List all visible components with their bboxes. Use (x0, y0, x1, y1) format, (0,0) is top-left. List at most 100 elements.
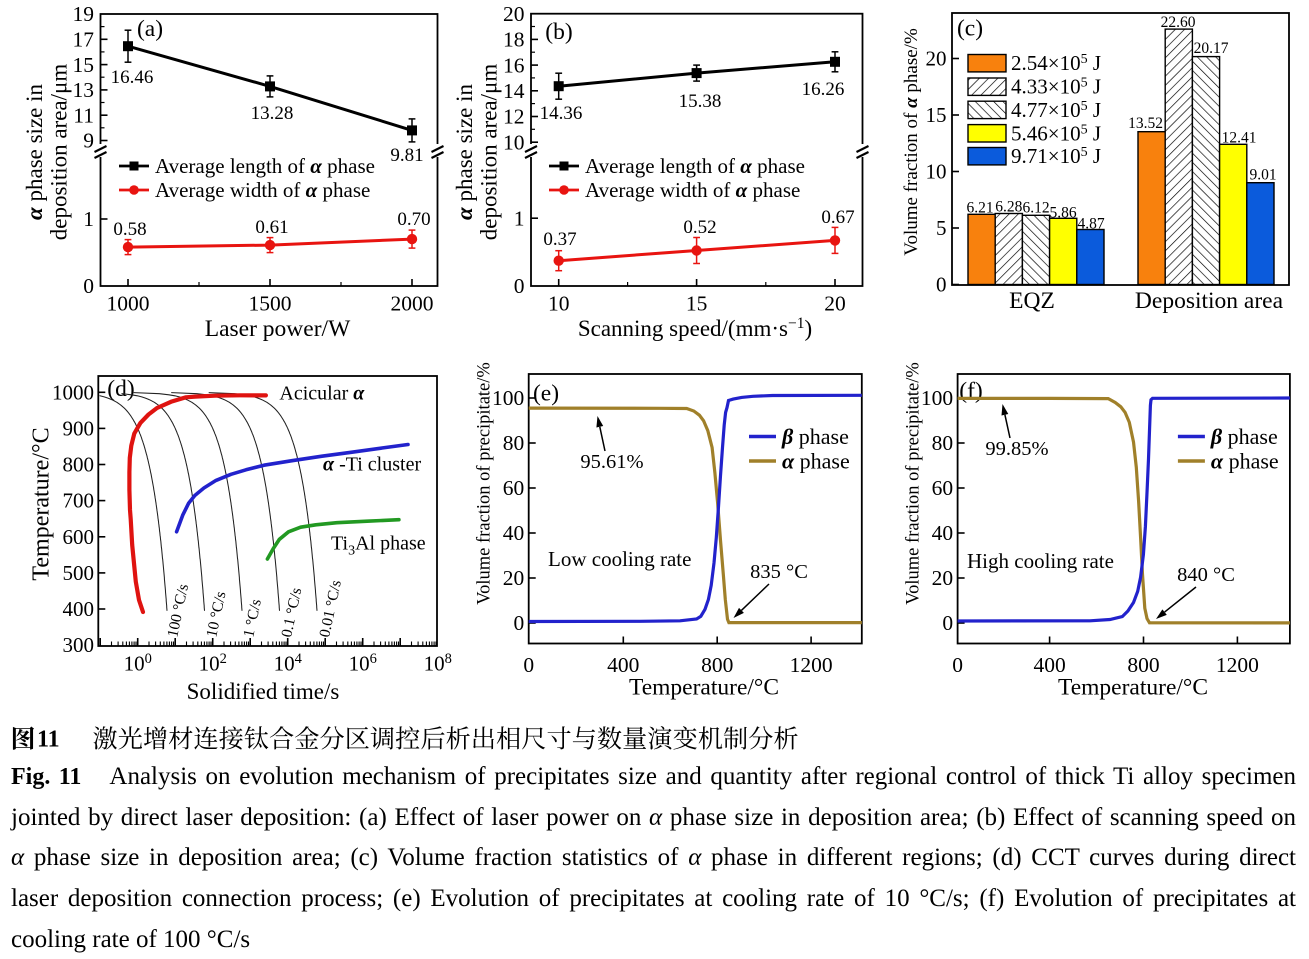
svg-text:0.37: 0.37 (543, 229, 576, 250)
svg-text:0.67: 0.67 (821, 207, 854, 228)
svg-text:α phase: α phase (782, 449, 850, 474)
svg-text:5: 5 (936, 216, 947, 240)
svg-text:108: 108 (424, 651, 452, 676)
svg-text:80: 80 (932, 431, 954, 455)
svg-text:10: 10 (926, 160, 947, 184)
svg-text:α -Ti cluster: α -Ti cluster (323, 454, 421, 476)
svg-text:600: 600 (63, 525, 95, 549)
svg-text:15.38: 15.38 (679, 91, 722, 112)
svg-text:40: 40 (503, 521, 525, 545)
svg-text:18: 18 (503, 28, 525, 52)
svg-text:deposition area/μm: deposition area/μm (477, 64, 502, 241)
svg-text:16.46: 16.46 (111, 67, 154, 88)
svg-text:(f): (f) (959, 378, 982, 404)
svg-text:12: 12 (503, 105, 525, 129)
svg-text:13: 13 (73, 78, 95, 102)
svg-text:0: 0 (514, 274, 525, 298)
svg-text:β phase: β phase (781, 424, 849, 449)
svg-text:17: 17 (73, 28, 95, 52)
svg-text:4.33×105 J: 4.33×105 J (1011, 75, 1101, 99)
svg-text:4.87: 4.87 (1077, 216, 1104, 233)
svg-text:9.81: 9.81 (390, 145, 423, 166)
svg-text:1000: 1000 (107, 292, 150, 316)
svg-text:20: 20 (824, 292, 846, 316)
svg-text:400: 400 (63, 597, 95, 621)
svg-text:0.01 °C/s: 0.01 °C/s (316, 579, 345, 639)
svg-text:Scanning speed/(mm·s−1): Scanning speed/(mm·s−1) (578, 315, 812, 341)
svg-text:2000: 2000 (391, 292, 434, 316)
svg-text:99.85%: 99.85% (985, 438, 1048, 460)
svg-text:(c): (c) (957, 16, 983, 42)
svg-text:0.61: 0.61 (255, 217, 288, 238)
svg-text:(d): (d) (107, 376, 134, 402)
svg-text:835 °C: 835 °C (750, 561, 808, 583)
svg-text:800: 800 (701, 653, 733, 677)
svg-text:4.77×105 J: 4.77×105 J (1011, 98, 1101, 122)
svg-text:Volume fraction of α phase/%: Volume fraction of α phase/% (901, 28, 922, 256)
svg-text:13.52: 13.52 (1128, 115, 1163, 132)
svg-text:β phase: β phase (1210, 424, 1278, 449)
svg-text:14.36: 14.36 (540, 103, 583, 124)
svg-text:Volume fraction of precipitate: Volume fraction of precipitate/% (475, 362, 495, 605)
svg-text:Average length of α phase: Average length of α phase (155, 154, 375, 178)
svg-text:High cooling rate: High cooling rate (967, 549, 1114, 573)
svg-text:Volume fraction of precipitate: Volume fraction of precipitate/% (904, 362, 924, 605)
svg-text:Average length of α phase: Average length of α phase (585, 154, 805, 178)
svg-text:(e): (e) (533, 381, 559, 407)
svg-text:α phase size in: α phase size in (452, 84, 477, 221)
svg-text:20.17: 20.17 (1194, 40, 1229, 57)
svg-text:deposition area/μm: deposition area/μm (47, 64, 72, 241)
svg-text:1200: 1200 (790, 653, 833, 677)
svg-text:500: 500 (63, 561, 95, 585)
svg-text:5.46×105 J: 5.46×105 J (1011, 121, 1101, 145)
svg-text:0.70: 0.70 (397, 209, 430, 230)
svg-text:15: 15 (926, 103, 947, 127)
svg-text:300: 300 (63, 633, 95, 657)
svg-text:15: 15 (73, 53, 95, 77)
svg-text:1500: 1500 (249, 292, 292, 316)
svg-text:800: 800 (63, 453, 95, 477)
svg-text:840 °C: 840 °C (1177, 564, 1235, 586)
svg-text:(a): (a) (137, 16, 163, 42)
svg-text:16: 16 (503, 53, 525, 77)
svg-text:6.28: 6.28 (995, 199, 1022, 216)
svg-text:Solidified time/s: Solidified time/s (187, 679, 340, 704)
svg-text:104: 104 (274, 651, 303, 676)
svg-text:Temperature/°C: Temperature/°C (29, 427, 55, 580)
svg-text:Average width of α phase: Average width of α phase (155, 178, 370, 202)
svg-text:Average width of α phase: Average width of α phase (585, 178, 800, 202)
svg-text:Temperature/°C: Temperature/°C (629, 675, 779, 701)
svg-text:106: 106 (349, 651, 377, 676)
svg-text:95.61%: 95.61% (580, 451, 643, 473)
svg-text:(b): (b) (545, 19, 572, 45)
svg-text:2.54×105 J: 2.54×105 J (1011, 51, 1101, 75)
svg-text:α phase: α phase (1211, 449, 1279, 474)
svg-text:20: 20 (503, 566, 525, 590)
svg-text:0: 0 (936, 273, 947, 297)
svg-text:0.52: 0.52 (683, 217, 716, 238)
svg-text:13.28: 13.28 (251, 103, 294, 124)
svg-text:0: 0 (513, 611, 524, 635)
svg-text:20: 20 (503, 2, 525, 26)
svg-text:800: 800 (1127, 653, 1159, 677)
svg-text:11: 11 (37, 727, 60, 753)
svg-text:1: 1 (83, 207, 94, 231)
svg-text:α phase size in: α phase size in (22, 84, 47, 221)
svg-text:40: 40 (932, 521, 954, 545)
svg-text:9.71×105 J: 9.71×105 J (1011, 144, 1101, 168)
svg-text:Deposition area: Deposition area (1135, 288, 1284, 314)
svg-text:1 °C/s: 1 °C/s (240, 598, 265, 639)
svg-text:100: 100 (124, 651, 152, 676)
svg-text:16.26: 16.26 (802, 79, 845, 100)
svg-text:100: 100 (921, 386, 953, 410)
svg-text:700: 700 (63, 489, 95, 513)
svg-text:1200: 1200 (1216, 653, 1259, 677)
svg-text:Laser power/W: Laser power/W (205, 316, 351, 342)
svg-text:EQZ: EQZ (1009, 288, 1055, 314)
svg-text:400: 400 (1033, 653, 1065, 677)
svg-text:1000: 1000 (52, 380, 94, 404)
svg-text:0.58: 0.58 (113, 219, 146, 240)
svg-text:400: 400 (607, 653, 639, 677)
svg-text:5.86: 5.86 (1049, 205, 1076, 222)
svg-text:20: 20 (932, 566, 954, 590)
